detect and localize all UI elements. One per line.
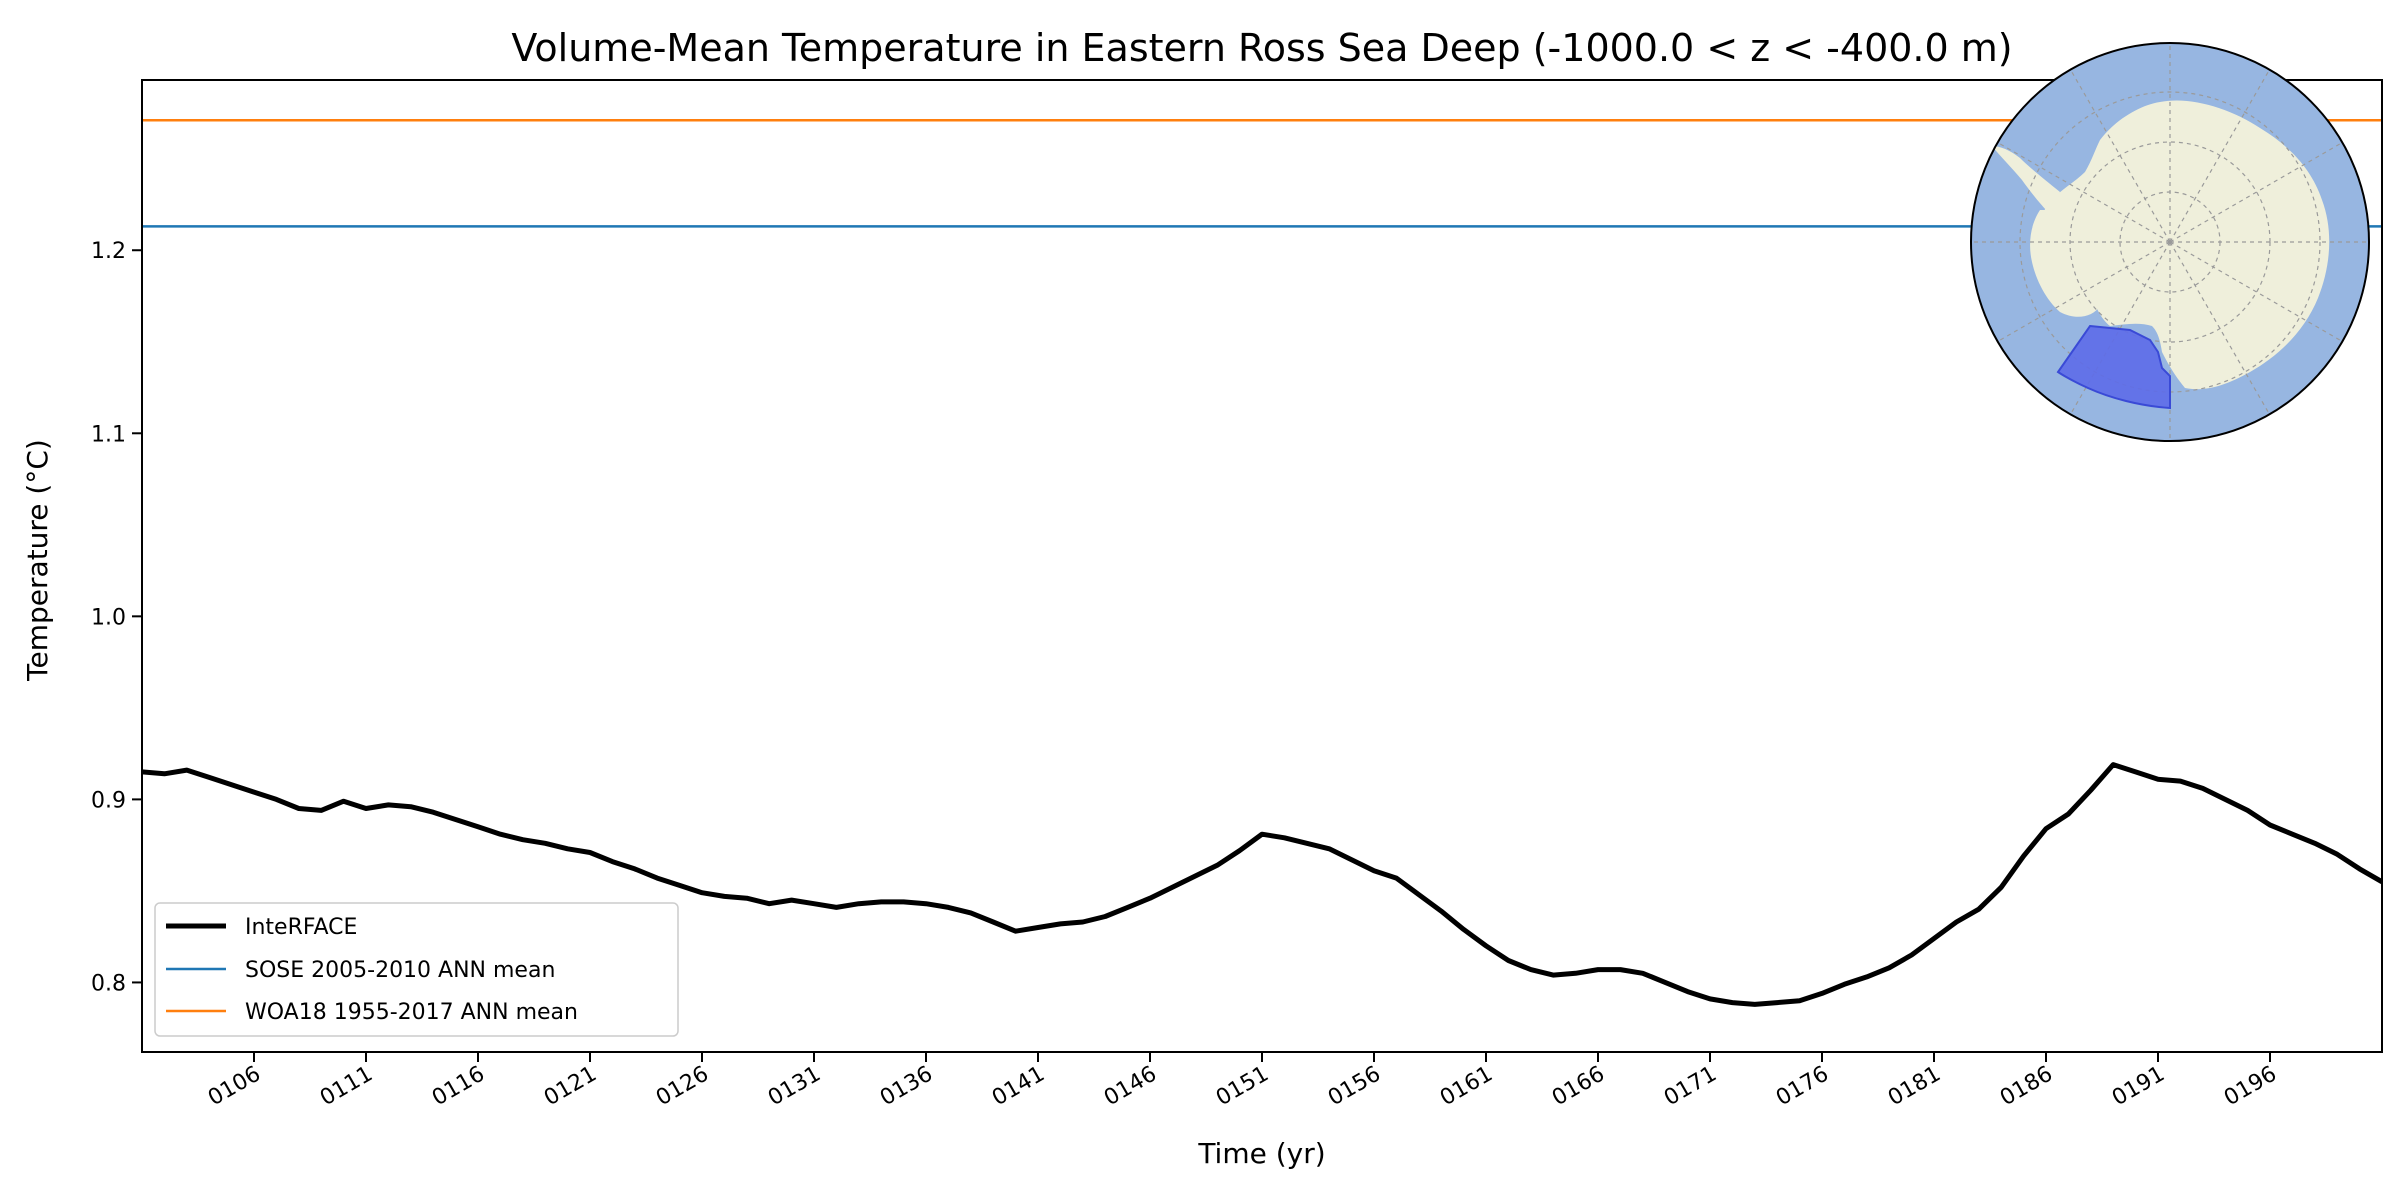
map-graticule-meridian xyxy=(2169,241,2343,343)
x-tick-label: 0121 xyxy=(540,1062,601,1112)
x-tick-label: 0181 xyxy=(1884,1062,1945,1112)
map-graticule-meridian xyxy=(2169,141,2343,243)
x-tick-label: 0196 xyxy=(2220,1062,2281,1112)
legend-box xyxy=(154,902,679,1037)
x-tick-label: 0156 xyxy=(1324,1062,1385,1112)
y-tick-label: 1.2 xyxy=(91,239,126,264)
map-land-peninsula xyxy=(1992,146,2060,214)
map-highlight-region xyxy=(2056,324,2171,410)
x-tick-label: 0146 xyxy=(1100,1062,1161,1112)
x-tick-label: 0126 xyxy=(652,1062,713,1112)
x-tick-label: 0106 xyxy=(204,1062,265,1112)
map-land-west xyxy=(2030,210,2102,317)
y-axis-title: Temperature (°C) xyxy=(21,439,54,682)
antarctica-inset-map xyxy=(1970,42,2370,442)
x-tick-label: 0111 xyxy=(316,1062,377,1112)
y-axis-title-group: Temperature (°C) xyxy=(21,439,54,682)
x-tick-label: 0141 xyxy=(988,1062,1049,1112)
map-graticule-meridian xyxy=(1997,241,2171,343)
map-graticule-meridian xyxy=(1997,141,2171,243)
y-axis: 0.8 0.9 1.0 1.1 1.2 xyxy=(91,239,142,996)
map-graticule-meridian xyxy=(2169,241,2271,415)
x-tick-label: 0176 xyxy=(1772,1062,1833,1112)
x-tick-label: 0186 xyxy=(1996,1062,2057,1112)
x-tick-label: 0191 xyxy=(2108,1062,2169,1112)
x-axis: 0106 0111 0116 0121 0126 0131 0136 0141 0146 0151… xyxy=(204,1052,2281,1111)
x-tick-label: 0131 xyxy=(764,1062,825,1112)
x-axis-title: Time (yr) xyxy=(1197,1137,1325,1170)
series-line-interface xyxy=(142,762,2382,1007)
chart-title: Volume-Mean Temperature in Eastern Ross … xyxy=(511,26,2012,70)
y-tick-label: 1.1 xyxy=(91,422,126,447)
legend-label-woa18: WOA18 1955-2017 ANN mean xyxy=(245,1000,578,1025)
legend: InteRFACE SOSE 2005-2010 ANN mean WOA18 … xyxy=(154,902,679,1037)
map-graticule-meridian xyxy=(2069,69,2171,243)
y-tick-label: 0.8 xyxy=(91,971,126,996)
map-graticule-meridian xyxy=(2169,69,2271,243)
x-tick-label: 0151 xyxy=(1212,1062,1273,1112)
y-tick-label: 1.0 xyxy=(91,605,126,630)
map-border xyxy=(1970,42,2370,442)
map-land-east xyxy=(2038,100,2330,390)
x-tick-label: 0116 xyxy=(428,1062,489,1112)
legend-label-interface: InteRFACE xyxy=(245,915,357,940)
y-tick-label: 0.9 xyxy=(91,788,126,813)
legend-label-sose: SOSE 2005-2010 ANN mean xyxy=(245,958,555,983)
x-tick-label: 0166 xyxy=(1548,1062,1609,1112)
x-tick-label: 0171 xyxy=(1660,1062,1721,1112)
x-tick-label: 0161 xyxy=(1436,1062,1497,1112)
x-tick-label: 0136 xyxy=(876,1062,937,1112)
plot-frame xyxy=(141,79,2383,1053)
